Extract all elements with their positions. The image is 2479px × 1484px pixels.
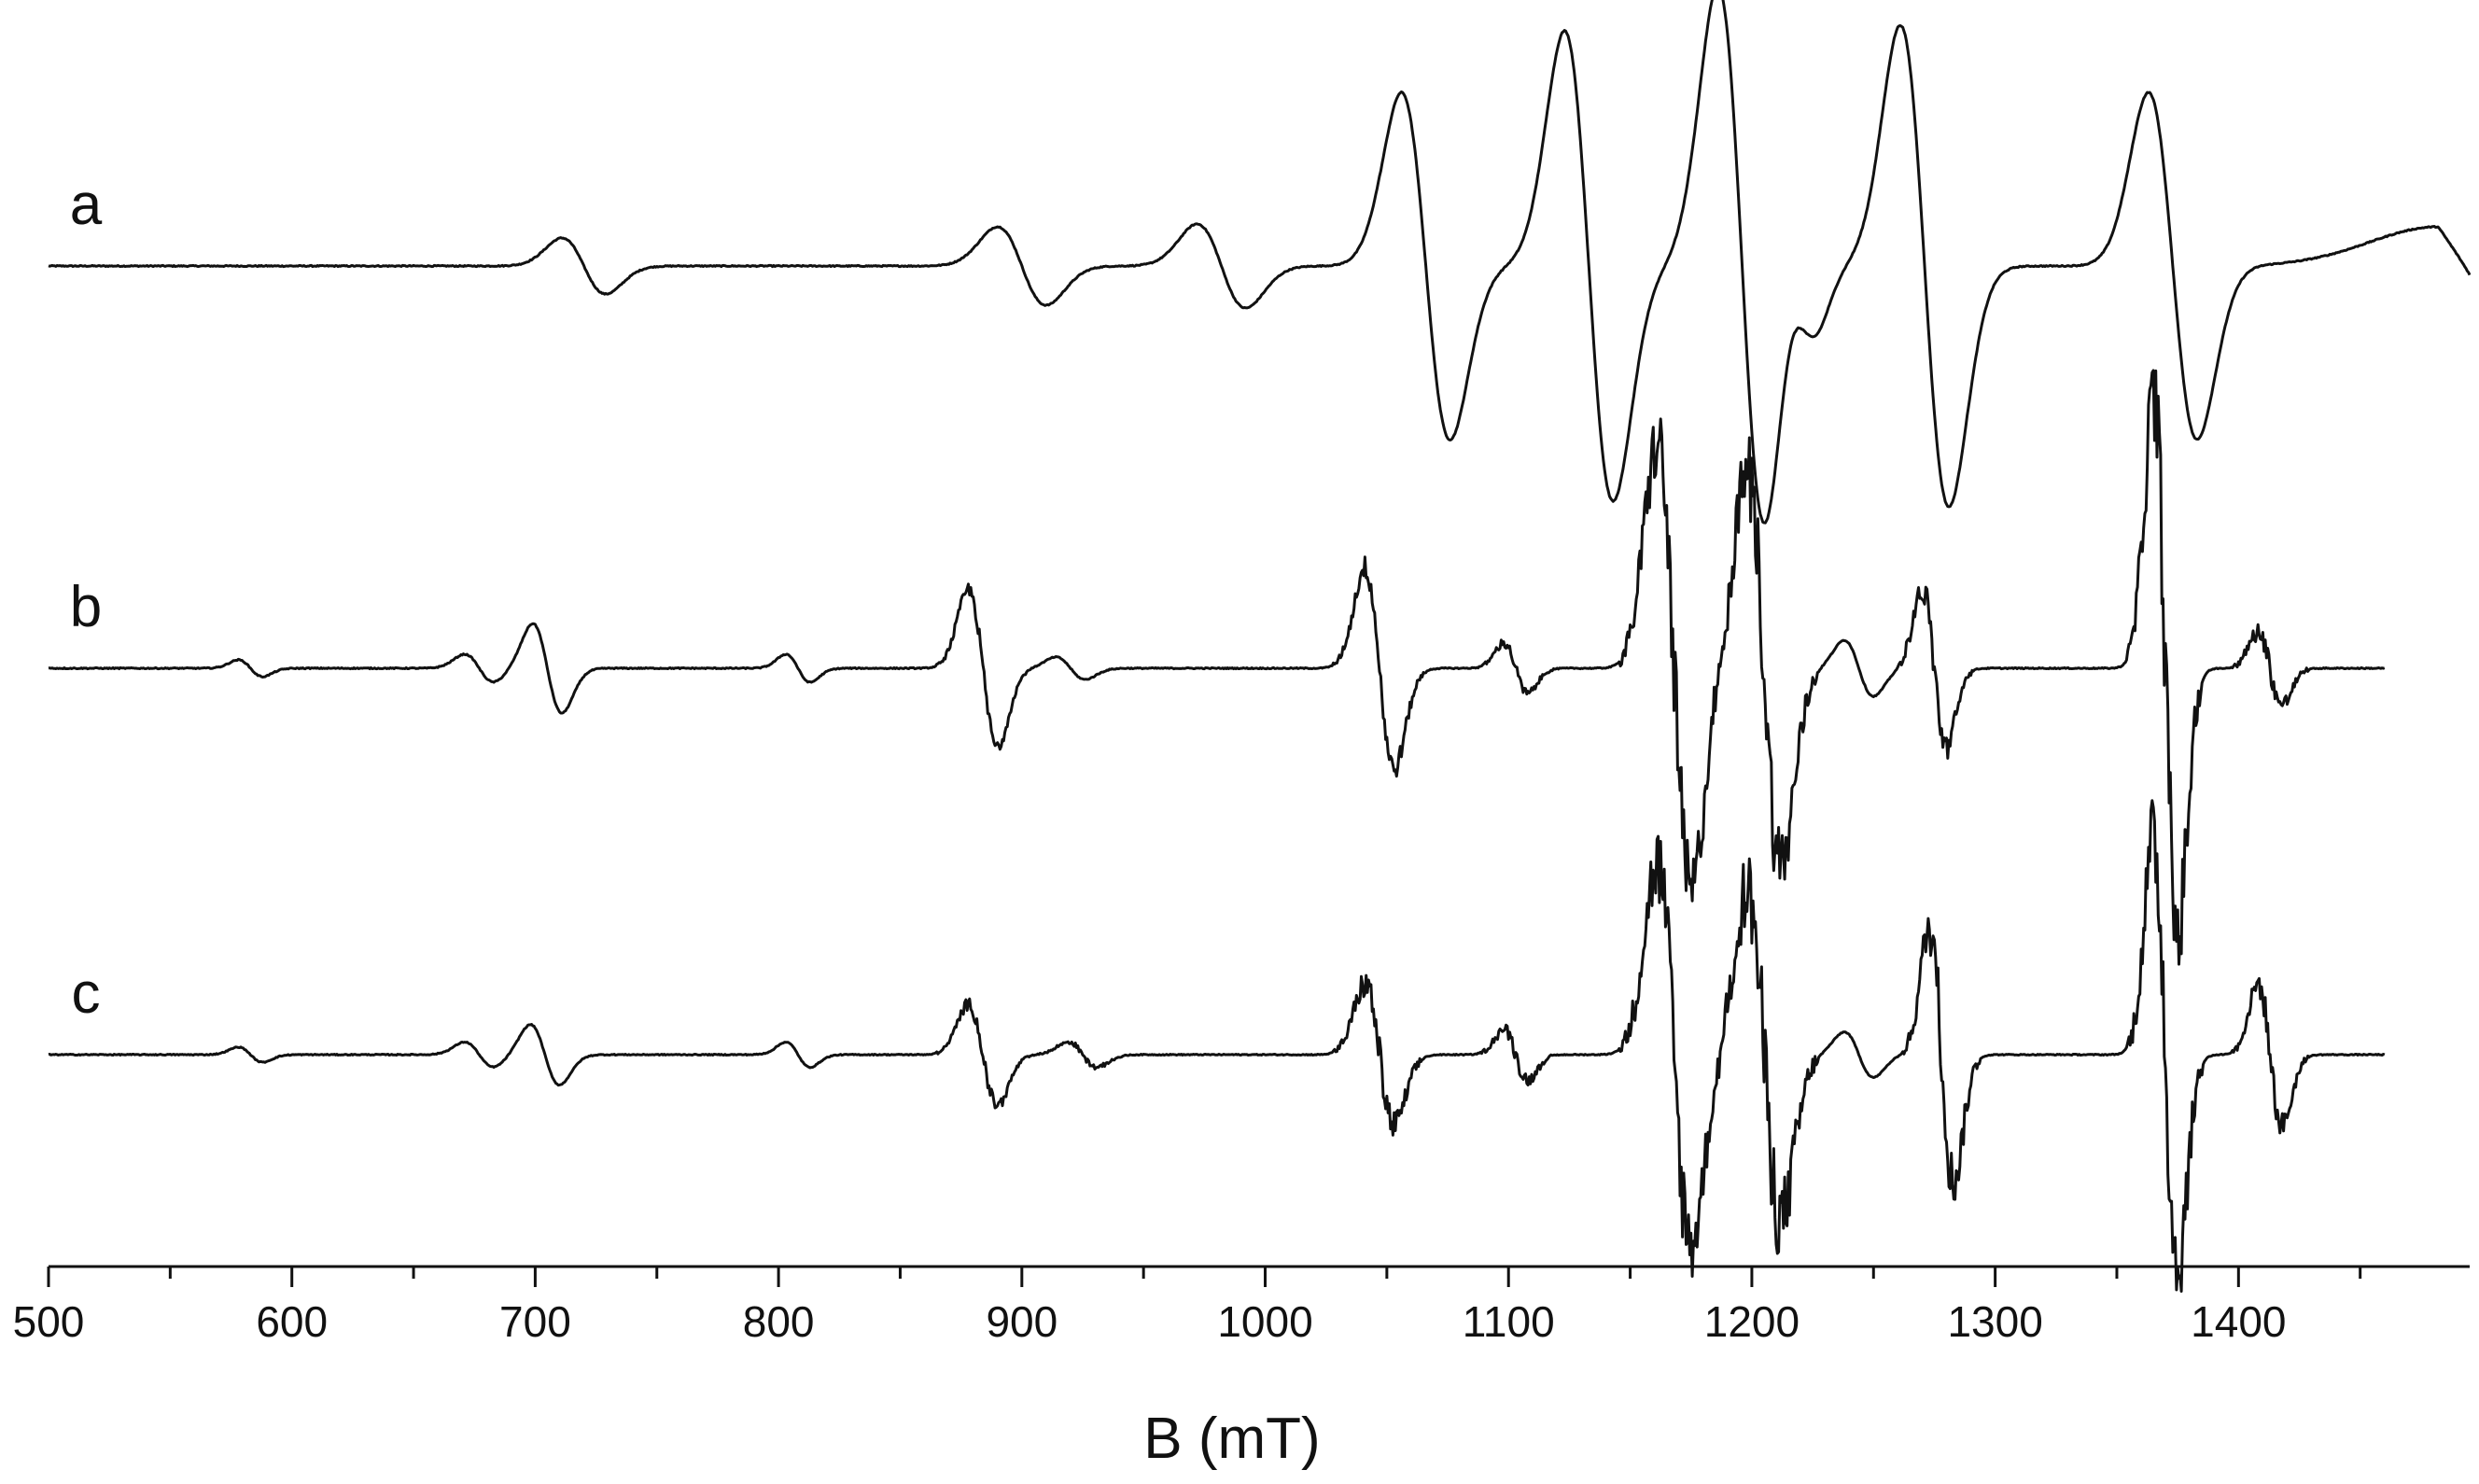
x-tick-label: 500 <box>13 1297 85 1346</box>
trace-label-c: c <box>72 961 101 1026</box>
x-tick-label: 800 <box>743 1297 815 1346</box>
x-tick-label: 600 <box>256 1297 328 1346</box>
x-tick-label: 1100 <box>1463 1297 1555 1346</box>
x-tick-label: 1300 <box>1947 1297 2042 1346</box>
x-tick-label: 700 <box>499 1297 571 1346</box>
trace-label-b: b <box>70 575 102 639</box>
traces-layer: a b c <box>48 0 2472 1293</box>
x-tick-label: 1200 <box>1704 1297 1800 1346</box>
trace-a <box>48 0 2472 525</box>
trace-b <box>48 369 2386 966</box>
x-axis-title: B (mT) <box>1143 1407 1320 1471</box>
trace-label-a: a <box>70 173 103 237</box>
x-tick-label: 1400 <box>2191 1297 2286 1346</box>
x-tick-label: 900 <box>986 1297 1057 1346</box>
x-axis: 500 600 700 800 900 1000 1100 1200 1300 1400 <box>13 1265 2470 1346</box>
x-tick-label: 1000 <box>1217 1297 1312 1346</box>
trace-c <box>48 799 2386 1293</box>
